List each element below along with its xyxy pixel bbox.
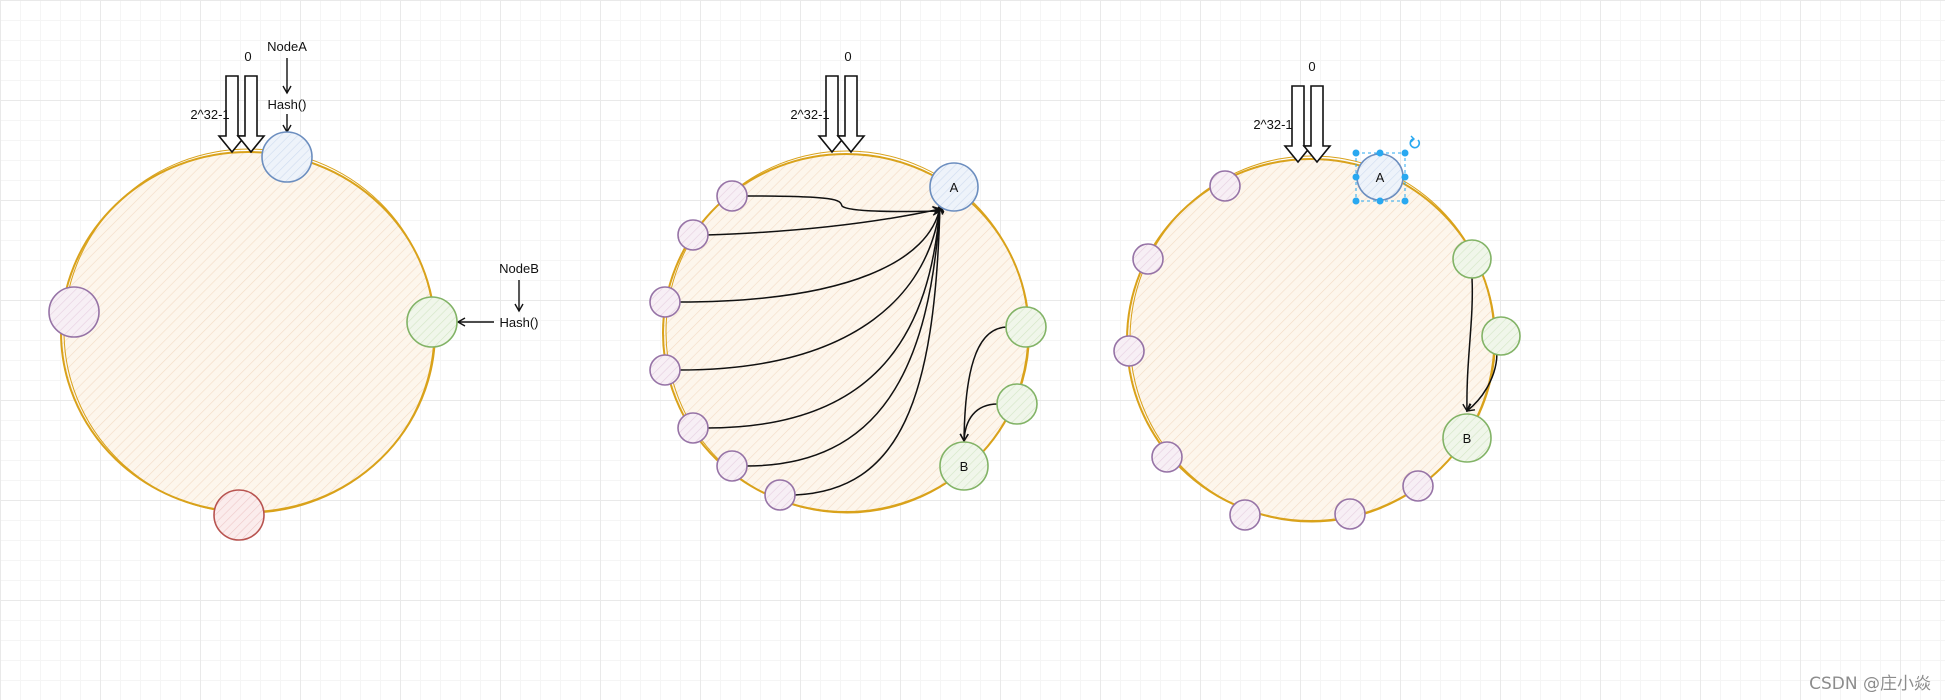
server-a-circle xyxy=(929,162,979,212)
zero-label: 0 xyxy=(844,49,851,64)
ring-origin-double-arrow xyxy=(217,75,266,154)
zero-label: 0 xyxy=(1308,59,1315,74)
resize-handle[interactable] xyxy=(1376,149,1384,157)
resize-handle[interactable] xyxy=(1376,197,1384,205)
resize-handle[interactable] xyxy=(1401,197,1409,205)
resize-handle[interactable] xyxy=(1352,197,1360,205)
data-key-circle xyxy=(677,412,709,444)
data-key-circle xyxy=(1402,470,1434,502)
hash-a-label: Hash() xyxy=(267,97,306,112)
data-key-circle xyxy=(716,450,748,482)
max-hash-label: 2^32-1 xyxy=(1253,117,1292,132)
diagram-2: 0 2^32-1 A B xyxy=(649,49,1047,514)
resize-handle[interactable] xyxy=(1352,173,1360,181)
rotate-handle-icon[interactable] xyxy=(1409,135,1421,149)
server-b-label: B xyxy=(960,459,969,474)
resize-handle[interactable] xyxy=(1352,149,1360,157)
data-key-circle xyxy=(1229,499,1261,531)
hash-ring xyxy=(1126,155,1496,523)
ring-origin-double-arrow xyxy=(817,75,866,154)
zero-label: 0 xyxy=(244,49,251,64)
data-key-circle xyxy=(649,354,681,386)
mapping-arrows-to-a xyxy=(678,195,945,496)
max-hash-label: 2^32-1 xyxy=(790,107,829,122)
data-key-circle xyxy=(1113,335,1145,367)
node-a-circle xyxy=(261,131,313,183)
node-a-label: NodeA xyxy=(267,39,307,54)
node-circle xyxy=(48,286,100,338)
data-key-circle xyxy=(649,286,681,318)
resize-handle[interactable] xyxy=(1401,173,1409,181)
max-hash-label: 2^32-1 xyxy=(190,107,229,122)
diagram-3: 0 2^32-1 A B xyxy=(1113,59,1521,531)
data-key-circle xyxy=(1005,306,1047,348)
diagram-1: 0 2^32-1 NodeA Hash() NodeB Hash() xyxy=(48,39,539,541)
data-key-circle xyxy=(1132,243,1164,275)
hash-ring xyxy=(60,148,436,514)
resize-handle[interactable] xyxy=(1401,149,1409,157)
server-b-label: B xyxy=(1463,431,1472,446)
data-key-circle xyxy=(1334,498,1366,530)
server-a-label: A xyxy=(1376,170,1385,185)
data-key-circle xyxy=(764,479,796,511)
data-key-circle xyxy=(716,180,748,212)
server-a-label: A xyxy=(950,180,959,195)
data-key-circle xyxy=(677,219,709,251)
node-circle xyxy=(213,489,265,541)
data-key-circle xyxy=(1452,239,1492,279)
node-b-circle xyxy=(406,296,458,348)
node-b-label: NodeB xyxy=(499,261,539,276)
server-b-circle xyxy=(1442,413,1492,463)
server-b-circle xyxy=(939,441,989,491)
ring-origin-double-arrow xyxy=(1283,85,1332,164)
data-key-circle xyxy=(1151,441,1183,473)
data-key-circle xyxy=(1481,316,1521,356)
data-key-circle xyxy=(996,383,1038,425)
watermark: CSDN @庄小焱 xyxy=(1809,674,1931,694)
mapping-arrows-to-b xyxy=(959,326,1009,443)
hash-b-label: Hash() xyxy=(499,315,538,330)
data-key-circle xyxy=(1209,170,1241,202)
server-a-node-selected[interactable]: A xyxy=(1352,135,1421,205)
